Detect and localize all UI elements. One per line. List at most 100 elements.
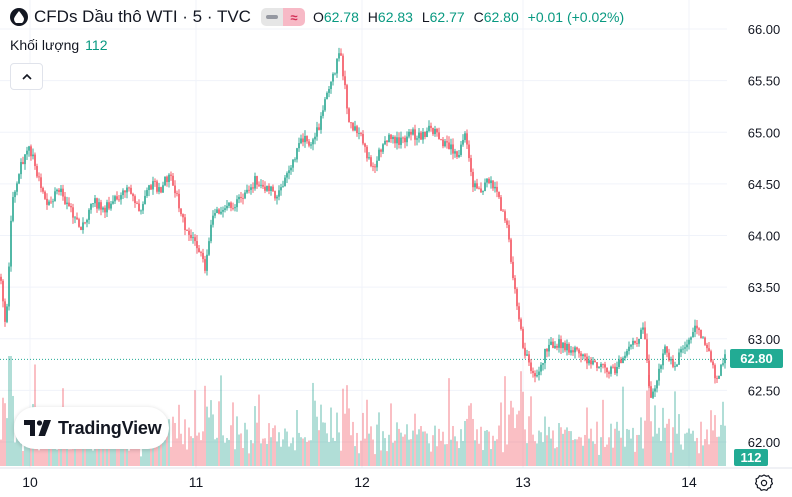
candle-body xyxy=(424,131,426,137)
candle-body xyxy=(378,149,380,161)
candle-body xyxy=(86,219,88,223)
candle-body xyxy=(574,347,576,353)
volume-bar xyxy=(568,431,570,466)
volume-bar xyxy=(462,440,464,466)
volume-bar xyxy=(6,418,8,466)
candle-body xyxy=(664,346,666,354)
volume-bar xyxy=(312,382,314,466)
candle-body xyxy=(44,191,46,199)
volume-bar xyxy=(76,437,78,466)
volume-bar xyxy=(586,407,588,466)
volume-bar xyxy=(190,436,192,466)
volume-bar xyxy=(632,427,634,466)
tradingview-logo[interactable]: TradingView xyxy=(14,407,169,449)
x-tick-label: 13 xyxy=(515,474,531,490)
volume-bar xyxy=(712,430,714,466)
volume-bar xyxy=(126,441,128,466)
volume-bar xyxy=(710,410,712,466)
candle-body xyxy=(350,122,352,124)
candle-body xyxy=(596,362,598,368)
volume-bar xyxy=(52,438,54,466)
volume-bar xyxy=(486,430,488,466)
candle-body xyxy=(450,144,452,150)
settings-button[interactable] xyxy=(753,472,775,494)
volume-bar xyxy=(704,439,706,466)
candle-body xyxy=(516,289,518,307)
volume-bar xyxy=(542,442,544,466)
volume-bar xyxy=(620,437,622,466)
volume-bar xyxy=(606,444,608,466)
volume-bar xyxy=(290,443,292,466)
candle-body xyxy=(234,207,236,209)
candle-body xyxy=(540,364,542,372)
candle-body xyxy=(616,366,618,374)
candle-body xyxy=(542,363,544,365)
volume-bar xyxy=(698,453,700,466)
candle-body xyxy=(476,183,478,189)
candle-body xyxy=(32,154,34,157)
volume-bar xyxy=(668,418,670,466)
volume-bar xyxy=(474,440,476,466)
collapse-legend-button[interactable] xyxy=(10,63,43,90)
volume-bar xyxy=(378,412,380,466)
volume-bar xyxy=(124,444,126,466)
volume-bar xyxy=(242,448,244,466)
volume-bar xyxy=(662,407,664,466)
candle-body xyxy=(678,352,680,365)
volume-bar xyxy=(176,438,178,466)
volume-bar xyxy=(490,449,492,466)
candle-body xyxy=(98,202,100,209)
volume-bar xyxy=(608,437,610,466)
candle-body xyxy=(132,193,134,197)
volume-bar xyxy=(678,414,680,466)
volume-bar xyxy=(390,403,392,466)
candle-body xyxy=(506,220,508,225)
candle-body xyxy=(420,132,422,140)
volume-bar xyxy=(272,428,274,466)
candle-body xyxy=(482,191,484,193)
candle-body xyxy=(486,178,488,183)
candle-body xyxy=(484,182,486,192)
volume-bar xyxy=(676,433,678,466)
candle-body xyxy=(690,337,692,340)
chart-toggle[interactable]: ≈ xyxy=(260,8,305,26)
candle-body xyxy=(590,360,592,365)
candle-body xyxy=(704,337,706,345)
candle-body xyxy=(166,176,168,183)
last-price-label: 62.80 xyxy=(730,349,783,368)
candle-body xyxy=(398,137,400,145)
wave-icon[interactable]: ≈ xyxy=(282,8,305,26)
candle-body xyxy=(324,99,326,111)
candle-body xyxy=(202,252,204,260)
volume-bar xyxy=(492,435,494,466)
candle-body xyxy=(124,190,126,193)
candle-body xyxy=(172,175,174,186)
volume-bar xyxy=(440,440,442,466)
volume-bar xyxy=(596,421,598,466)
volume-bar xyxy=(518,410,520,466)
volume-bar xyxy=(504,376,506,466)
candle-body xyxy=(192,237,194,239)
volume-bar xyxy=(628,429,630,466)
candle-body xyxy=(414,129,416,140)
volume-bar xyxy=(162,437,164,466)
volume-bar xyxy=(294,450,296,466)
volume-bar xyxy=(196,435,198,466)
volume-bar xyxy=(610,423,612,466)
candle-body xyxy=(312,139,314,145)
volume-bar xyxy=(350,435,352,466)
minus-icon[interactable] xyxy=(260,8,283,26)
candle-body xyxy=(546,348,548,352)
symbol-title[interactable]: CFDs Dầu thô WTI · 5 · TVC xyxy=(34,7,251,26)
volume-bar xyxy=(246,429,248,466)
candle-body xyxy=(168,174,170,183)
volume-bar xyxy=(434,425,436,466)
candle-body xyxy=(564,342,566,351)
volume-bar xyxy=(108,441,110,466)
candle-body xyxy=(632,340,634,345)
candle-body xyxy=(134,196,136,203)
volume-bar xyxy=(452,425,454,466)
candle-body xyxy=(178,193,180,209)
candle-body xyxy=(156,181,158,192)
candle-body xyxy=(594,360,596,363)
